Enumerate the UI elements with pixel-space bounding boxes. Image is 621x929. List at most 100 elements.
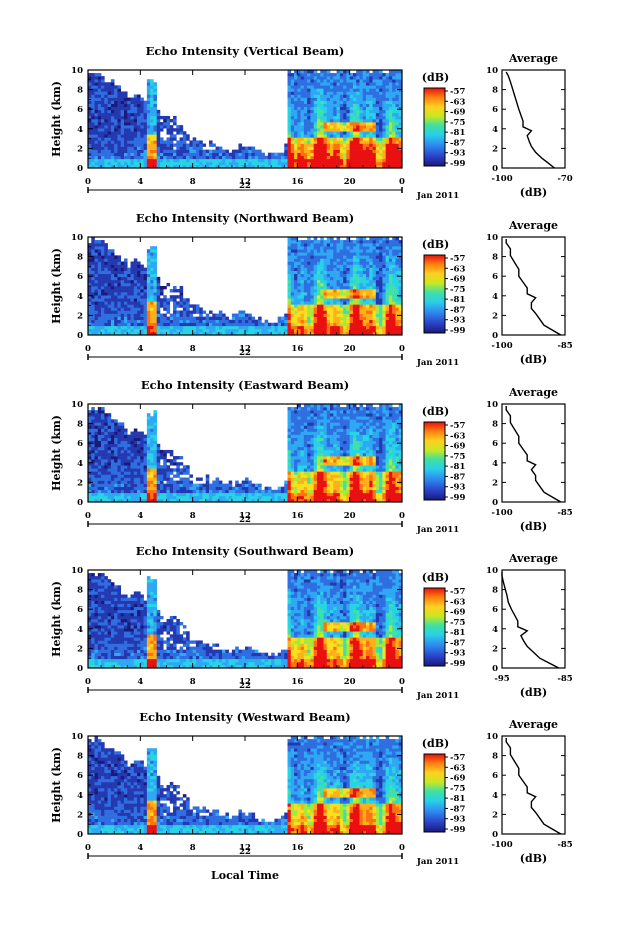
heatmap-cell [258, 161, 262, 166]
heatmap-cell [310, 97, 314, 101]
heatmap-cell [362, 286, 367, 290]
heatmap-cell [343, 282, 347, 287]
heatmap-cell [356, 270, 360, 275]
heatmap-cell [372, 292, 377, 296]
heatmap-cell [176, 495, 180, 500]
heatmap-cell [343, 115, 347, 120]
heatmap-cell [320, 112, 324, 117]
heatmap-cell [346, 328, 350, 333]
heatmap-cell [300, 155, 305, 160]
heatmap-cell [320, 246, 324, 250]
heatmap-cell [392, 134, 396, 138]
heatmap-cell [333, 307, 337, 311]
heatmap-cell [101, 149, 105, 153]
heatmap-cell [153, 440, 157, 445]
heatmap-cell [186, 480, 190, 484]
colorbar-tick-label: -81 [450, 128, 465, 138]
heatmap-cell [307, 137, 311, 141]
heatmap-cell [362, 79, 367, 83]
heatmap-cell [173, 483, 177, 487]
heatmap-cell [140, 453, 144, 457]
heatmap-cell [156, 462, 161, 466]
heatmap-cell [117, 94, 122, 98]
heatmap-cell [140, 301, 144, 305]
heatmap-cell [143, 459, 148, 463]
heatmap-cell [343, 140, 347, 144]
heatmap-cell [300, 319, 305, 324]
heatmap-cell [88, 289, 92, 293]
heatmap-cell [330, 158, 334, 163]
heatmap-cell [346, 273, 350, 278]
heatmap-cell [94, 122, 99, 126]
heatmap-cell [176, 125, 180, 129]
heatmap-cell [366, 140, 370, 144]
heatmap-cell [339, 295, 344, 299]
heatmap-cell [143, 477, 148, 481]
heatmap-cell [362, 119, 367, 123]
heatmap-cell [179, 298, 184, 302]
heatmap-cell [169, 149, 174, 153]
heatmap-cell [333, 88, 337, 92]
heatmap-cell [104, 88, 108, 92]
heatmap-cell [153, 462, 157, 466]
heatmap-cell [323, 292, 328, 296]
heatmap-cell [212, 152, 216, 157]
heatmap-cell [336, 115, 341, 120]
heatmap-cell [94, 131, 99, 135]
heatmap-cell [326, 298, 331, 302]
heatmap-cell [114, 322, 118, 327]
heatmap-cell [330, 319, 334, 324]
heatmap-cell [94, 428, 99, 432]
heatmap-cell [176, 155, 180, 160]
heatmap-cell [352, 310, 357, 314]
heatmap-cell [140, 143, 144, 147]
heatmap-cell [245, 316, 249, 320]
heatmap-cell [91, 316, 95, 320]
heatmap-cell [91, 258, 95, 262]
heatmap-cell [133, 158, 138, 163]
heatmap-cell [303, 307, 308, 311]
heatmap-cell [310, 273, 314, 278]
heatmap-cell [97, 115, 102, 120]
heatmap-cell [369, 322, 373, 327]
heatmap-cell [123, 304, 128, 308]
heatmap-cell [114, 255, 118, 259]
heatmap-cell [97, 131, 102, 135]
heatmap-cell [307, 94, 311, 98]
heatmap-cell [107, 413, 112, 417]
heatmap-cell [101, 140, 105, 144]
heatmap-cell [307, 158, 311, 163]
heatmap-cell [146, 295, 151, 299]
heatmap-cell [176, 310, 180, 314]
heatmap-cell [173, 115, 177, 120]
heatmap-cell [195, 140, 200, 144]
heatmap-cell [130, 431, 135, 435]
heatmap-cell [195, 152, 200, 157]
heatmap-cell [186, 316, 190, 320]
heatmap-cell [104, 480, 108, 484]
heatmap-cell [110, 146, 115, 150]
heatmap-cell [382, 243, 386, 247]
heatmap-cell [379, 292, 383, 296]
heatmap-cell [153, 88, 157, 92]
heatmap-cell [130, 446, 135, 451]
heatmap-cell [186, 164, 190, 169]
heatmap-cell [104, 443, 108, 448]
heatmap-cell [205, 149, 210, 153]
heatmap-cell [336, 237, 341, 241]
heatmap-cell [339, 152, 344, 157]
heatmap-cell [97, 440, 102, 445]
heatmap-cell [313, 240, 318, 244]
heatmap-cell [169, 462, 174, 466]
heatmap-cell [385, 91, 390, 95]
heatmap-cell [130, 471, 135, 475]
heatmap-cell [153, 106, 157, 111]
heatmap-cell [110, 434, 115, 438]
heatmap-cell [326, 310, 331, 314]
heatmap-cell [94, 252, 99, 256]
heatmap-cell [146, 434, 151, 438]
heatmap-cell [101, 328, 105, 333]
heatmap-cell [346, 85, 350, 89]
heatmap-cell [91, 446, 95, 451]
heatmap-cell [369, 149, 373, 153]
